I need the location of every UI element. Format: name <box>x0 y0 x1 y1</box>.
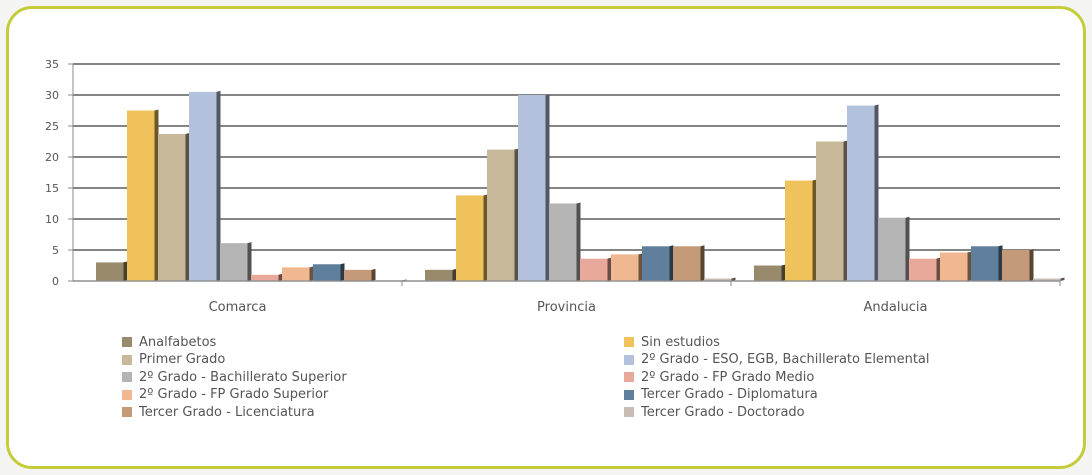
bar-side <box>545 94 550 281</box>
bar <box>847 105 875 281</box>
bar-side <box>936 257 941 281</box>
category-label: Comarca <box>209 300 267 315</box>
bar <box>580 258 608 281</box>
bar <box>754 265 782 281</box>
bar-side <box>967 251 972 281</box>
bar-side <box>123 261 128 281</box>
bar-side <box>483 194 488 281</box>
bar <box>878 217 906 281</box>
y-tick-label: 20 <box>45 151 59 164</box>
bar-side <box>576 202 581 281</box>
bar <box>282 267 310 281</box>
bar <box>425 269 453 281</box>
bar-side <box>514 148 519 281</box>
bar-side <box>247 242 252 281</box>
bar <box>816 141 844 281</box>
bar <box>313 264 341 281</box>
bar-side <box>216 90 221 282</box>
y-tick-label: 15 <box>45 182 59 195</box>
bar-side <box>700 245 705 281</box>
y-tick-label: 0 <box>52 275 59 288</box>
category-label: Provincia <box>537 300 596 315</box>
bar <box>456 195 484 281</box>
bar <box>673 246 701 281</box>
bar-side <box>1029 249 1034 281</box>
y-tick-label: 5 <box>52 244 59 257</box>
bar-side <box>154 109 159 281</box>
bar-side <box>638 253 643 281</box>
y-tick-label: 10 <box>45 213 59 226</box>
bar-side <box>781 264 786 281</box>
bar-side <box>812 179 817 281</box>
category-label: Andalucia <box>864 300 928 315</box>
bar-side <box>1060 277 1065 281</box>
bar <box>96 262 124 281</box>
bar <box>344 269 372 281</box>
bar-side <box>309 266 314 281</box>
bar-side <box>905 216 910 281</box>
bar <box>189 91 217 282</box>
y-tick-label: 35 <box>45 58 59 71</box>
bar <box>127 110 155 281</box>
bar-side <box>371 268 376 281</box>
bar <box>611 254 639 281</box>
bar <box>642 246 670 281</box>
bar-side <box>874 104 879 281</box>
bar <box>251 274 279 281</box>
bar <box>1002 250 1030 281</box>
bar <box>971 246 999 281</box>
bar <box>549 203 577 281</box>
bar <box>158 134 186 281</box>
bar-side <box>340 263 345 281</box>
bar <box>940 252 968 281</box>
y-tick-label: 25 <box>45 120 59 133</box>
bar-side <box>452 268 457 281</box>
bar <box>704 278 732 281</box>
bar <box>909 258 937 281</box>
bar-side <box>998 245 1003 281</box>
bar <box>518 95 546 281</box>
bar-side <box>843 140 848 281</box>
bar <box>1033 278 1061 281</box>
bar-side <box>278 273 283 281</box>
y-tick-label: 30 <box>45 89 59 102</box>
bar-side <box>607 257 612 281</box>
bar <box>785 180 813 281</box>
bar-side <box>185 133 190 281</box>
bar <box>220 243 248 281</box>
bar-side <box>669 245 674 281</box>
bar <box>487 149 515 281</box>
bar-side <box>731 277 736 281</box>
